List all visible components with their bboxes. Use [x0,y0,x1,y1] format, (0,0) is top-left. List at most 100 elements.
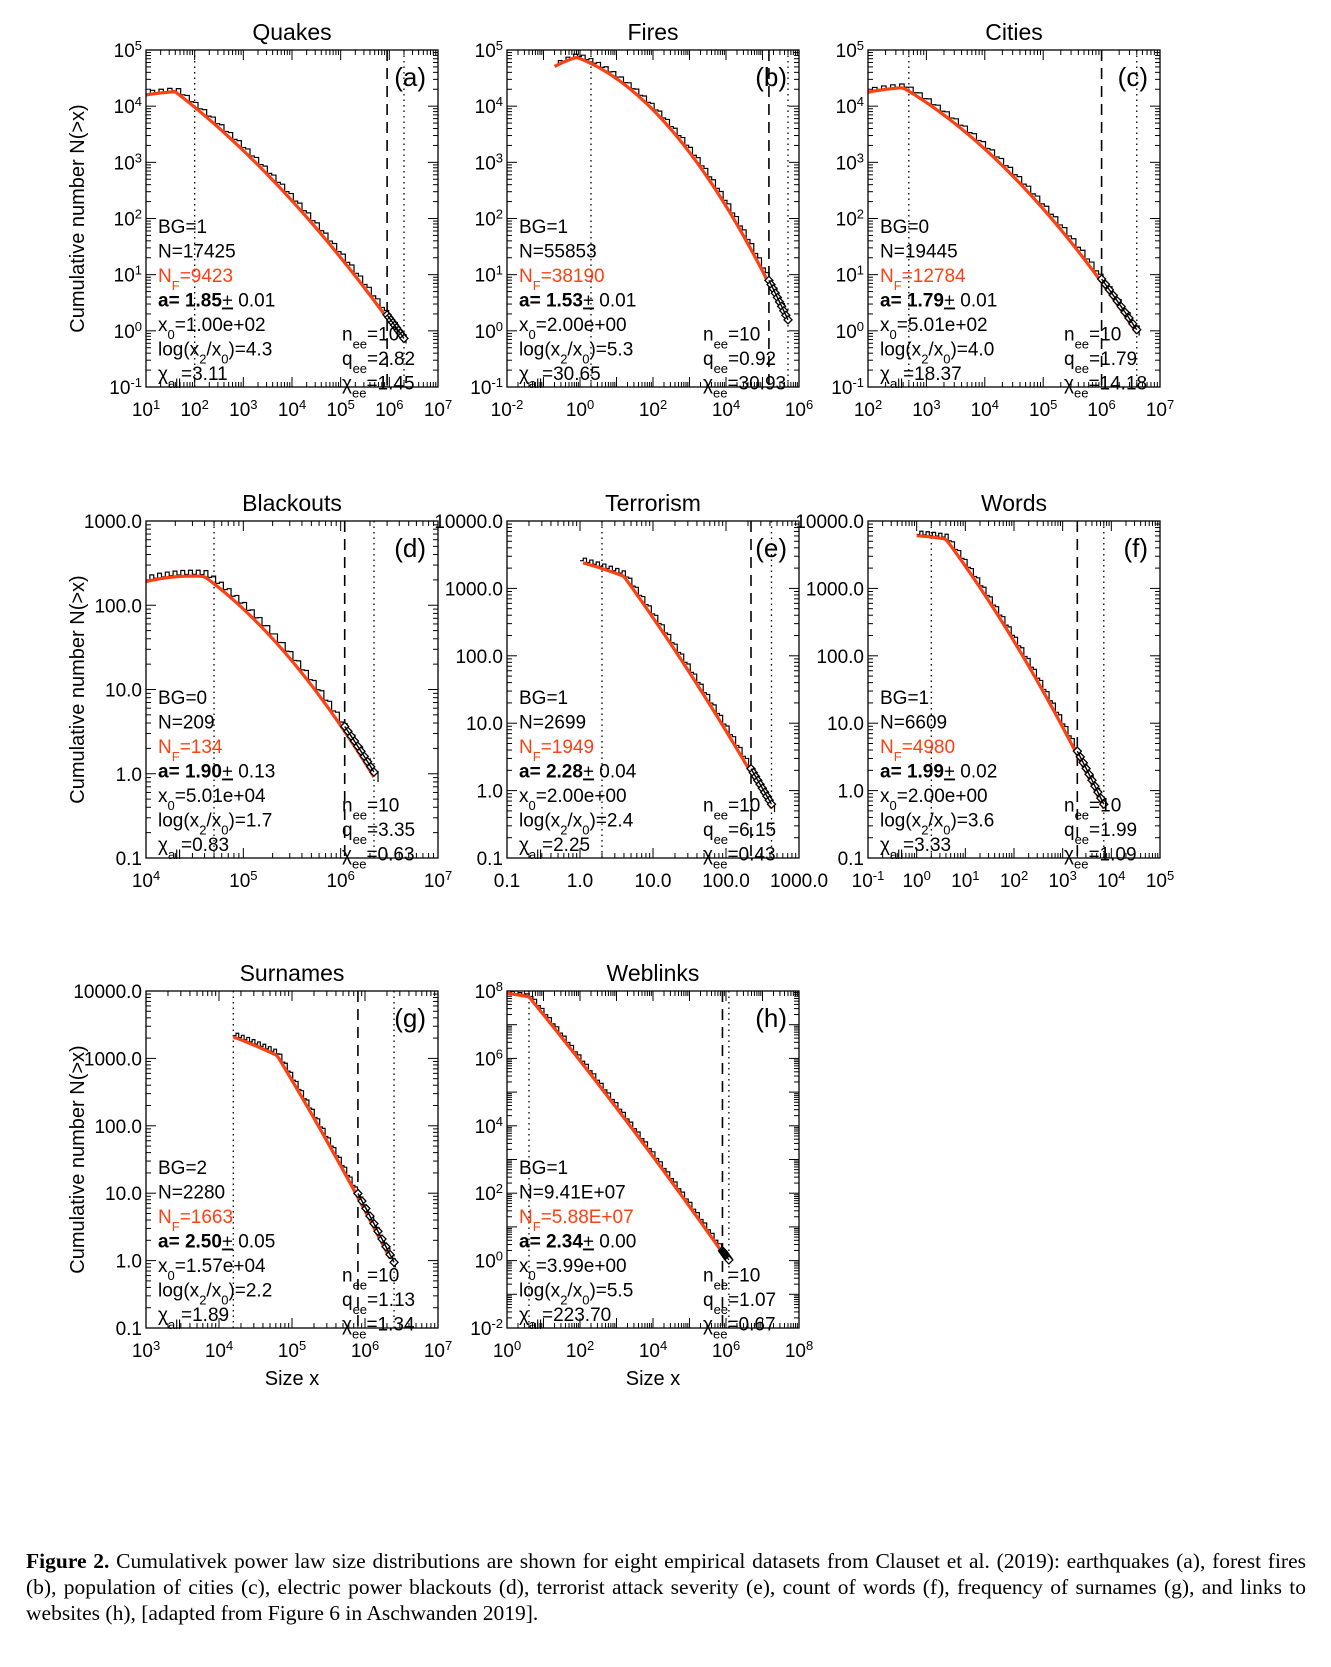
stat-n: N=9.41E+07 [519,1183,626,1204]
plot-area [146,521,379,858]
y-tick-label: 10-1 [109,375,142,400]
x-tick-label: 108 [785,1338,813,1363]
stat-bg: BG=1 [880,688,929,709]
y-tick-label: 102 [475,206,503,231]
extreme-event-line [768,280,789,321]
x-tick-label: 100 [493,1338,521,1363]
panel-title: Surnames [240,960,345,986]
x-tick-label: 100.0 [702,871,750,892]
stat-bg: BG=0 [880,217,929,238]
stat-q-ee: qee=0.92 [703,349,776,376]
panel-label: (f) [1123,533,1148,563]
extreme-event-marker [766,799,777,810]
extreme-event-line [357,1193,395,1263]
x-tick-label: 105 [326,397,354,422]
y-axis-label: Cumulative number N(>x) [67,1045,89,1273]
stat-chi-ee: χee=0.43 [703,844,776,871]
y-tick-label: 10.0 [466,714,503,735]
y-tick-label: 105 [114,38,142,63]
stat-log-ratio: log(x2/x0)=4.3 [158,340,272,367]
x-tick-label: 104 [712,397,740,422]
panel-title: Terrorism [605,490,701,516]
stat-n-ee: nee=10 [342,1265,399,1292]
stat-q-ee: qee=6.15 [703,820,776,847]
stat-n-ee: nee=10 [703,324,760,351]
stat-log-ratio: log(x2/x0)=5.5 [519,1281,633,1308]
y-tick-label: 10-2 [470,1316,503,1341]
stat-chi-ee: χee=1.34 [342,1314,415,1341]
stat-q-ee: qee=1.99 [1064,820,1137,847]
y-tick-label: 100.0 [94,596,142,617]
stat-chi-all: χall=2.25 [519,835,590,862]
panel-c: Cities (c) 102 103 104 105 106 107 10-1 100 101 102… [831,19,1174,421]
y-tick-label: 0.1 [838,849,864,870]
stat-x0: x0=2.00e+00 [880,786,988,813]
stat-q-ee: qee=1.07 [703,1290,776,1317]
model-curve [582,561,773,810]
stat-chi-ee: χee=30.93 [703,373,786,400]
stat-chi-all: χall=18.37 [880,364,962,391]
stat-x0: x0=2.00e+00 [519,786,627,813]
x-tick-label: 106 [785,397,813,422]
y-tick-label: 1000.0 [84,512,142,533]
panel-label: (h) [755,1003,787,1033]
y-tick-label: 100.0 [816,647,864,668]
extreme-event-line [1076,750,1105,805]
model-curve [232,1035,392,1260]
y-tick-label: 1.0 [116,765,142,786]
x-tick-label: 104 [205,1338,233,1363]
y-tick-label: 101 [114,262,142,287]
stat-q-ee: qee=2.82 [342,349,415,376]
panel-title: Words [981,490,1047,516]
model-curve [146,574,376,778]
stat-log-ratio: log(x2/x0)=2.4 [519,811,634,838]
stat-log-ratio: log(x2/x0)=3.6 [880,811,994,838]
x-tick-label: 107 [424,868,452,893]
x-tick-label: 101 [951,868,979,893]
stat-n: N=209 [158,713,215,734]
stat-bg: BG=1 [519,217,568,238]
stat-n-ee: nee=10 [703,795,760,822]
stat-log-ratio: log(x2/x0)=5.3 [519,340,633,367]
plot-frame [506,49,800,388]
panel-label: (d) [394,533,426,563]
plot-area [553,50,793,387]
y-tick-label: 0.1 [116,1319,142,1340]
y-tick-label: 100 [475,318,503,343]
stat-chi-all: χall=30.65 [519,364,601,391]
x-tick-label: 101 [132,397,160,422]
y-tick-label: 0.1 [116,849,142,870]
x-tick-label: 104 [1097,868,1125,893]
stat-bg: BG=2 [158,1158,207,1179]
stat-chi-ee: χee=0.63 [342,844,415,871]
stat-x0: x0=1.00e+02 [158,315,266,342]
y-tick-label: 108 [475,979,503,1004]
panel-b: Fires (b) 10-2 100 102 104 106 10-1 100 101 102 103… [470,19,813,421]
y-tick-label: 10-1 [470,375,503,400]
stat-a: a= 1.79+ 0.01 [880,291,997,312]
y-tick-label: 105 [475,38,503,63]
y-tick-label: 10000.0 [73,982,142,1003]
x-tick-label: 107 [424,1338,452,1363]
y-tick-label: 10.0 [105,681,142,702]
x-tick-label: 107 [424,397,452,422]
stat-bg: BG=1 [158,217,207,238]
stat-n: N=55853 [519,242,597,263]
x-axis-label: Size x [265,1368,319,1390]
y-tick-label: 104 [836,94,864,119]
panel-label: (b) [755,62,787,92]
stat-x0: x0=2.00e+00 [519,315,627,342]
stat-n: N=6609 [880,713,947,734]
plot-frame [145,49,439,388]
y-tick-label: 10-1 [831,375,864,400]
x-tick-label: 107 [1146,397,1174,422]
stat-chi-all: χall=223.70 [519,1305,611,1332]
stat-log-ratio: log(x2/x0)=2.2 [158,1281,272,1308]
x-tick-label: 103 [229,397,257,422]
y-tick-label: 104 [475,1113,503,1138]
stat-nf: NF=1663 [158,1207,233,1234]
stat-n: N=2280 [158,1183,225,1204]
stat-a: a= 1.85+ 0.01 [158,291,275,312]
model-curve [146,90,406,343]
stat-chi-all: χall=3.11 [158,364,228,391]
